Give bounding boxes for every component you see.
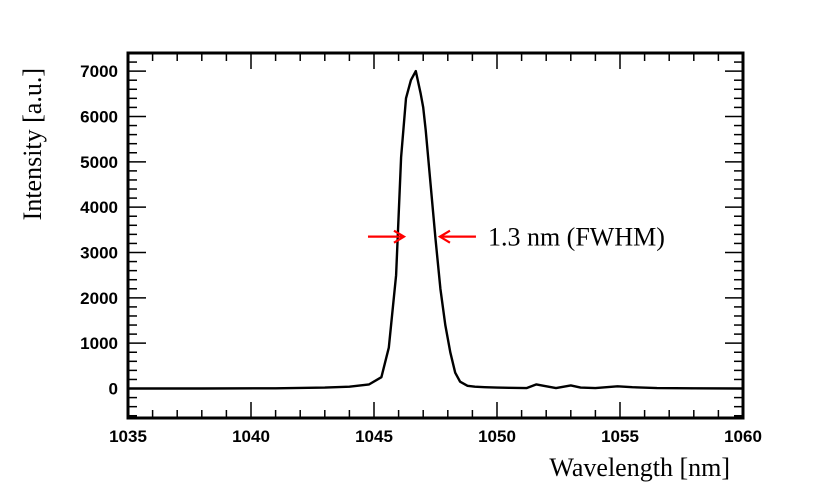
y-tick-label: 2000 (80, 289, 118, 308)
x-axis-title: Wavelength [nm] (549, 453, 730, 482)
y-tick-label: 0 (109, 380, 118, 399)
fwhm-left-arrowhead (393, 229, 407, 244)
y-tick-label: 5000 (80, 153, 118, 172)
y-tick-label: 6000 (80, 107, 118, 126)
fwhm-right-arrowhead (437, 229, 451, 244)
y-axis-title: Intensity [a.u.] (18, 68, 47, 220)
x-tick-label: 1050 (478, 427, 516, 446)
x-tick-label: 1045 (355, 427, 393, 446)
plot-frame (126, 51, 745, 420)
y-tick-label: 7000 (80, 62, 118, 81)
y-tick-label: 3000 (80, 244, 118, 263)
fwhm-annotation-label: 1.3 nm (FWHM) (488, 223, 665, 252)
y-tick-label: 4000 (80, 198, 118, 217)
y-tick-label: 1000 (80, 334, 118, 353)
x-tick-label: 1035 (109, 427, 147, 446)
spectrum-line (128, 69, 744, 390)
x-tick-label: 1055 (601, 427, 639, 446)
x-tick-label: 1040 (232, 427, 270, 446)
x-tick-label: 1060 (724, 427, 762, 446)
